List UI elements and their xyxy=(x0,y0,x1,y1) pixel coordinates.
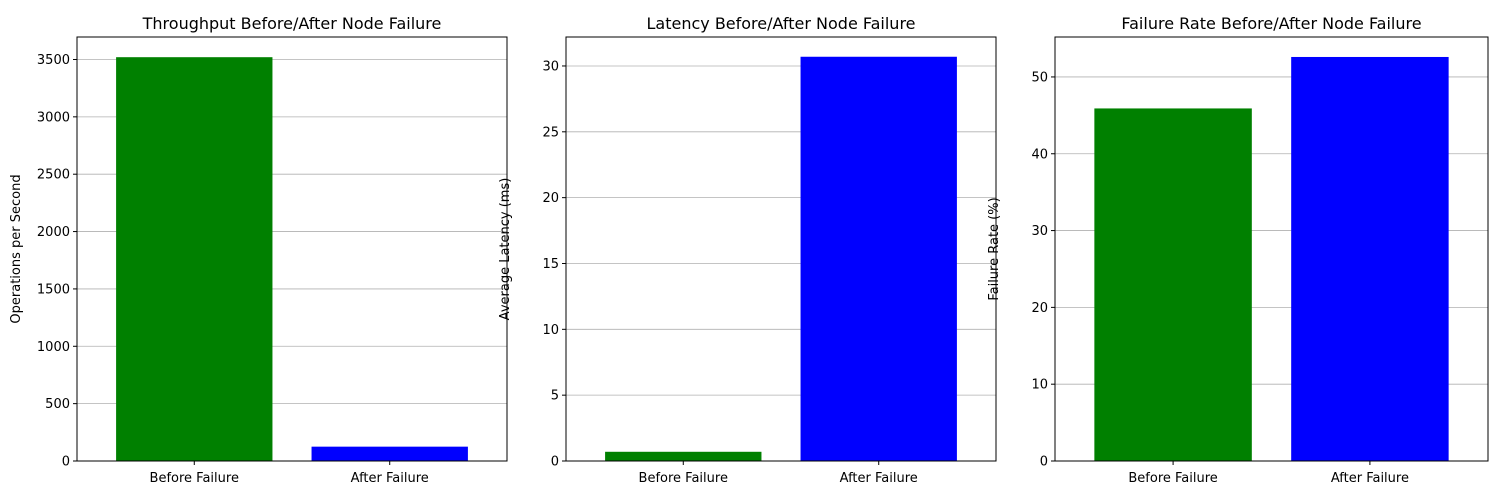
y-tick-label: 15 xyxy=(542,257,559,272)
y-tick-label: 2000 xyxy=(37,225,70,240)
x-tick-label-after-failure: After Failure xyxy=(1331,471,1409,486)
y-tick-label: 20 xyxy=(1031,301,1048,316)
y-tick-label: 3000 xyxy=(37,110,70,125)
bar-before-failure xyxy=(605,451,762,461)
y-tick-label: 500 xyxy=(45,397,70,412)
bars xyxy=(116,57,468,461)
y-axis-ticks: 0 500 1000 1500 2000 2500 3000 3500 xyxy=(37,53,77,470)
bar-after-failure xyxy=(1291,56,1449,462)
y-tick-label: 40 xyxy=(1031,147,1048,162)
y-tick-label: 20 xyxy=(542,191,559,206)
chart-title: Throughput Before/After Node Failure xyxy=(142,14,442,33)
y-axis-label: Failure Rate (%) xyxy=(987,197,1002,300)
axes-frame xyxy=(565,36,997,462)
chart-3: 0 10 20 30 40 50 Before Failure After Failure Fa… xyxy=(987,14,1489,486)
y-tick-label: 10 xyxy=(1031,378,1048,393)
y-tick-label: 1500 xyxy=(37,282,70,297)
y-axis-label: Average Latency (ms) xyxy=(498,178,513,321)
y-tick-label: 2500 xyxy=(37,168,70,183)
axes-frame xyxy=(1054,36,1489,462)
y-axis-label: Operations per Second xyxy=(9,174,24,323)
chart-2: 0 5 10 15 20 25 30 Before Failure After Failure L… xyxy=(498,14,997,486)
y-tick-label: 1000 xyxy=(37,340,70,355)
x-tick-label-before-failure: Before Failure xyxy=(150,471,239,486)
y-tick-label: 3500 xyxy=(37,53,70,68)
axes-frame xyxy=(76,36,508,462)
x-axis-ticks: Before Failure After Failure xyxy=(639,461,918,486)
y-tick-label: 30 xyxy=(1031,224,1048,239)
bar-before-failure xyxy=(1094,108,1252,461)
x-tick-label-before-failure: Before Failure xyxy=(1128,471,1217,486)
y-tick-label: 30 xyxy=(542,59,559,74)
x-tick-label-after-failure: After Failure xyxy=(351,471,429,486)
bar-after-failure xyxy=(311,446,468,461)
bars xyxy=(1094,56,1449,462)
x-axis-ticks: Before Failure After Failure xyxy=(150,461,429,486)
bar-after-failure xyxy=(800,56,957,461)
chart-1: 0 500 1000 1500 2000 2500 3000 3500 Before Failu… xyxy=(9,14,508,486)
bars xyxy=(605,56,957,461)
y-axis-ticks: 0 5 10 15 20 25 30 xyxy=(542,59,566,470)
chart-title: Latency Before/After Node Failure xyxy=(646,14,915,33)
x-axis-ticks: Before Failure After Failure xyxy=(1128,461,1409,486)
x-tick-label-before-failure: Before Failure xyxy=(639,471,728,486)
y-tick-label: 0 xyxy=(1040,455,1048,470)
x-tick-label-after-failure: After Failure xyxy=(840,471,918,486)
y-tick-label: 50 xyxy=(1031,70,1048,85)
chart-title: Failure Rate Before/After Node Failure xyxy=(1121,14,1421,33)
y-tick-label: 25 xyxy=(542,125,559,140)
y-tick-label: 0 xyxy=(62,455,70,470)
bar-before-failure xyxy=(116,57,273,461)
y-tick-label: 0 xyxy=(551,455,559,470)
y-axis-ticks: 0 10 20 30 40 50 xyxy=(1031,70,1055,470)
y-tick-label: 10 xyxy=(542,323,559,338)
y-tick-label: 5 xyxy=(551,389,559,404)
